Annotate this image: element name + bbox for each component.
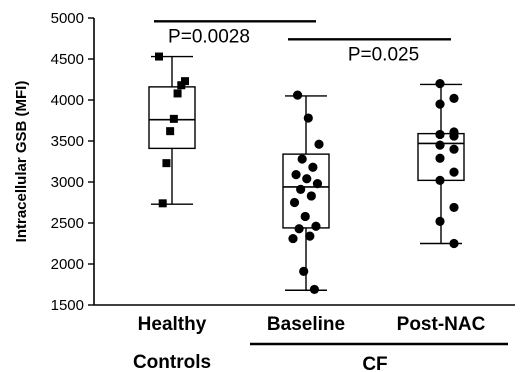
- data-point: [289, 197, 300, 208]
- x-category-label: Post-NAC: [397, 314, 486, 335]
- comparisons: P=0.0028 P=0.025: [154, 20, 451, 65]
- data-point: [296, 184, 306, 194]
- data-point: [292, 90, 303, 100]
- data-point: [435, 140, 445, 150]
- data-point: [435, 99, 445, 109]
- data-point: [311, 221, 321, 231]
- data-point: [181, 77, 189, 86]
- y-tick-label: 1500: [51, 297, 84, 314]
- y-tick-label: 3000: [51, 174, 84, 191]
- y-tick-label: 2000: [51, 256, 84, 273]
- x-category-label: Healthy: [138, 314, 207, 335]
- p-value-label: P=0.0028: [168, 26, 250, 47]
- data-point: [294, 224, 304, 234]
- data-point: [314, 139, 324, 149]
- data-point: [435, 129, 445, 140]
- data-point: [449, 167, 459, 177]
- data-points: [155, 52, 459, 295]
- data-point: [435, 216, 445, 226]
- data-point: [158, 199, 167, 208]
- data-point: [449, 202, 459, 213]
- data-point: [435, 79, 445, 89]
- data-point: [297, 154, 307, 164]
- category-labels: Healthy Baseline Post-NAC Controls CF: [133, 314, 508, 372]
- data-point: [449, 238, 459, 249]
- data-point: [306, 191, 316, 201]
- data-point: [177, 81, 186, 90]
- data-point: [166, 127, 175, 136]
- y-tick-label: 4500: [51, 51, 84, 68]
- y-axis-label: Intracellular GSB (MFI): [13, 81, 30, 243]
- data-point: [288, 233, 298, 244]
- data-point: [312, 179, 323, 189]
- data-point: [302, 174, 312, 184]
- data-point: [162, 159, 171, 168]
- data-point: [435, 153, 445, 163]
- data-point: [449, 144, 459, 154]
- y-tick-label: 2500: [51, 215, 84, 232]
- y-tick-label: 3500: [51, 133, 84, 150]
- data-point: [303, 113, 313, 123]
- data-point: [309, 284, 320, 295]
- data-point: [299, 266, 309, 276]
- data-point: [169, 114, 178, 123]
- data-point: [300, 211, 310, 222]
- box-group-baseline: [282, 95, 330, 291]
- data-point: [449, 93, 459, 103]
- y-tick-label: 5000: [51, 10, 84, 27]
- data-point: [155, 52, 163, 61]
- group-label-cf: CF: [362, 354, 387, 372]
- p-value-label: P=0.025: [348, 44, 419, 65]
- data-point: [308, 162, 318, 172]
- y-tick-label: 4000: [51, 92, 84, 109]
- data-point: [305, 231, 315, 241]
- axes: 1500 2000 2500 3000 3500 4000 4500 5000 Intracel…: [13, 10, 515, 314]
- group-label-controls: Controls: [133, 352, 211, 372]
- box-iqr: [282, 153, 330, 229]
- data-point: [173, 89, 182, 98]
- data-point: [449, 131, 459, 141]
- box-iqr: [148, 86, 196, 150]
- data-point: [435, 175, 445, 185]
- boxes: [148, 55, 465, 291]
- data-point: [291, 170, 301, 180]
- x-category-label: Baseline: [267, 314, 345, 335]
